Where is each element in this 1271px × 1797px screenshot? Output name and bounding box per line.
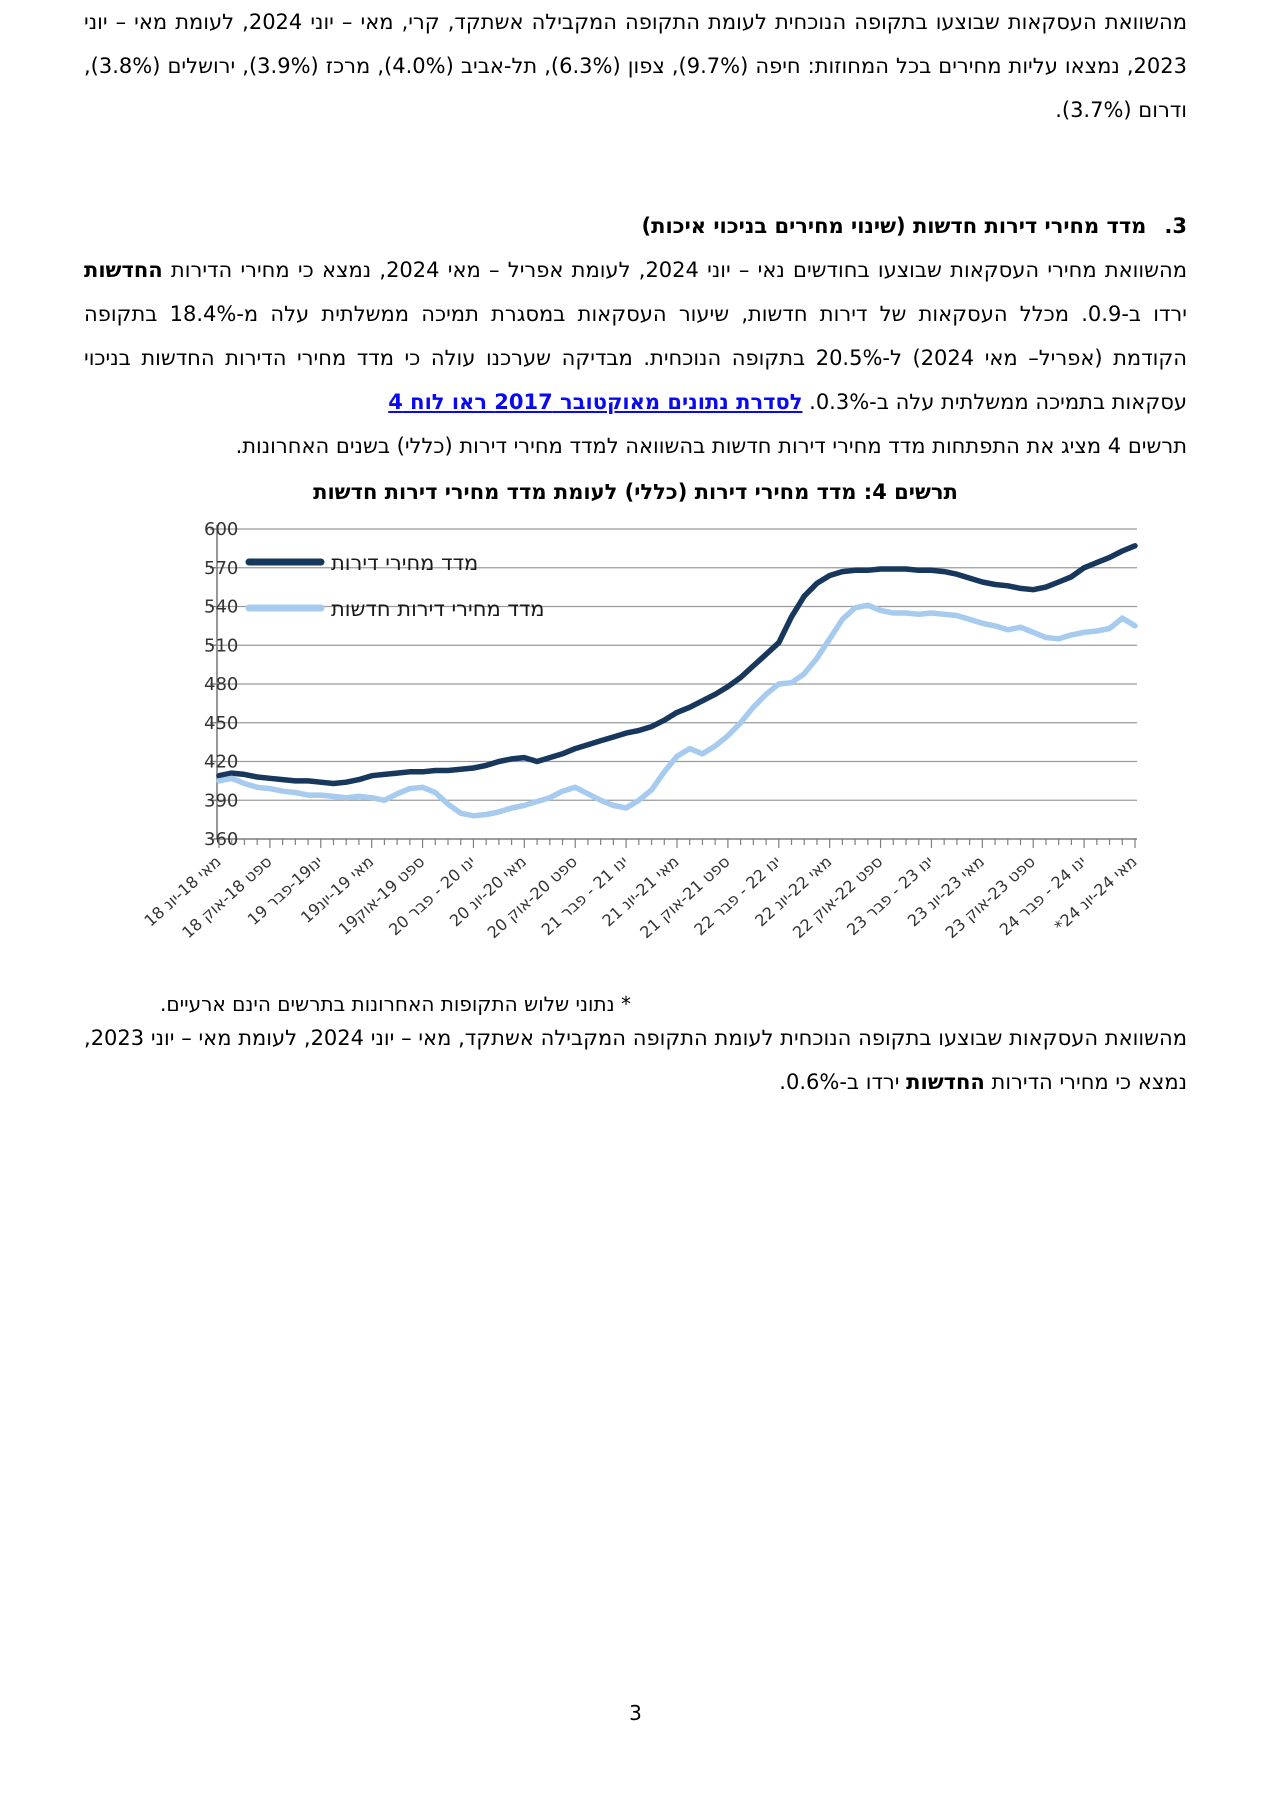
y-tick-label-450: 450 [204, 713, 238, 734]
series-data-link[interactable]: לסדרת נתונים מאוקטובר 2017 ראו לוח 4 [388, 390, 803, 414]
x-tick-label-1: ספט 18-אוק 18 [178, 852, 275, 942]
chart-legend: מדד מחירי דירות מדד מחירי דירות חדשות [245, 551, 545, 621]
p4-text-1: מהשוואת העסקאות שבוצעו בתקופה הנוכחית לע… [84, 1026, 1187, 1094]
y-tick-label-390: 390 [204, 790, 238, 811]
legend-label-1: מדד מחירי דירות חדשות [331, 597, 545, 621]
x-tick-label-13: ספט 22-אוק 22 [789, 852, 886, 942]
y-axis-ticks [210, 528, 217, 840]
y-tick-label-360: 360 [204, 829, 238, 850]
x-tick-label-11: ינו 22 - פבר 22 [690, 852, 784, 939]
y-axis-labels: 360 390 420 450 480 510 540 570 600 [204, 519, 238, 850]
chart: 360 390 420 450 480 510 540 570 600 מאי 18-יונ 1… [137, 514, 1147, 988]
y-tick-label-600: 600 [204, 519, 238, 540]
p2-bold-hachadashot: החדשות [84, 258, 163, 282]
chart-series-lines [216, 543, 1138, 819]
p2-text-2: ירדו ב-0.9. מכלל העסקאות של דירות חדשות,… [84, 302, 1187, 414]
line-chart-svg: 360 390 420 450 480 510 540 570 600 מאי 18-יונ 1… [141, 519, 1141, 942]
x-tick-label-14: ינו 23 - פבר 23 [843, 852, 937, 939]
x-tick-label-8: ינו 21 - פבר 21 [538, 852, 632, 939]
legend-label-0: מדד מחירי דירות [331, 551, 478, 575]
page-content: מהשוואת העסקאות שבוצעו בתקופה הנוכחית לע… [84, 10, 1187, 1104]
y-tick-label-540: 540 [204, 597, 238, 618]
series-line-1 [216, 602, 1138, 819]
chart-title: תרשים 4: מדד מחירי דירות (כללי) לעומת מד… [313, 480, 958, 504]
y-tick-label-570: 570 [204, 558, 238, 579]
paragraph-yearly-comparison: מהשוואת העסקאות שבוצעו בתקופה הנוכחית לע… [84, 1016, 1187, 1104]
p2-text-1: מהשוואת מחירי העסקאות שבוצעו בחודשים נאי… [162, 258, 1187, 282]
x-tick-label-7: ספט 20-אוק 20 [484, 852, 581, 942]
p4-text-2: ירדו ב-0.6%. [779, 1070, 907, 1094]
section-number: 3. [1164, 214, 1187, 238]
y-tick-label-510: 510 [204, 635, 238, 656]
x-axis-ticks [218, 839, 1136, 848]
x-tick-label-17: ינו 24 - פבר 24 [996, 852, 1090, 939]
paragraph-chart-intro: תרשים 4 מציג את התפתחות מדד מחירי דירות … [235, 434, 1187, 458]
x-tick-label-5: ינו 20 - פבר 20 [385, 852, 479, 939]
paragraph-regional-comparison: מהשוואת העסקאות שבוצעו בתקופה הנוכחית לע… [84, 10, 1187, 122]
paragraph-new-dwellings: מהשוואת מחירי העסקאות שבוצעו בחודשים נאי… [84, 248, 1187, 424]
section-heading: 3. מדד מחירי דירות חדשות (שינוי מחירים בנ… [84, 204, 1187, 248]
page-number: 3 [629, 1701, 642, 1725]
chart-footnote: * נתוני שלוש התקופות האחרונות בתרשים הינ… [160, 992, 631, 1016]
series-line-0 [216, 543, 1138, 787]
x-tick-label-16: ספט 23-אוק 23 [942, 852, 1039, 942]
y-tick-label-480: 480 [204, 674, 238, 695]
p4-bold-hachadashot: החדשות [906, 1070, 985, 1094]
x-tick-label-10: ספט 21-אוק 21 [636, 852, 733, 942]
y-tick-label-420: 420 [204, 752, 238, 773]
section-title: מדד מחירי דירות חדשות (שינוי מחירים בניכ… [641, 214, 1147, 238]
